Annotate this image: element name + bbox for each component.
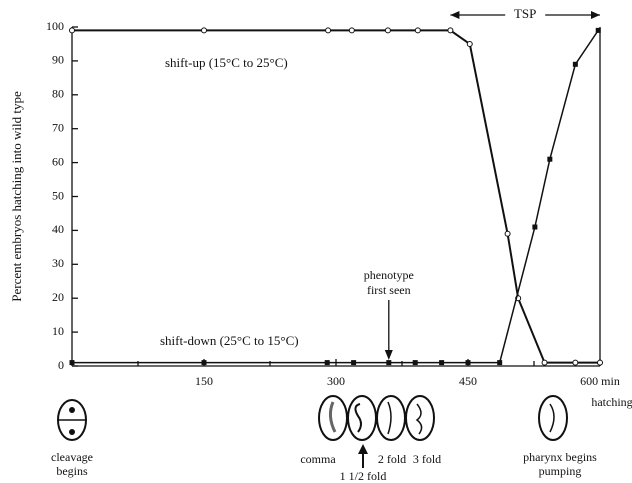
- y-tick-label: 20: [52, 290, 64, 304]
- series-label: shift-down (25°C to 15°C): [160, 333, 299, 348]
- tsp-label: TSP: [514, 6, 536, 21]
- tsp-bg: [505, 7, 546, 23]
- stage-label: 3 fold: [413, 452, 441, 466]
- stage-label: 1 1/2 fold: [340, 469, 387, 483]
- point: [547, 156, 553, 162]
- y-tick-label: 50: [52, 188, 64, 202]
- point: [325, 27, 332, 34]
- stage-label: hatching: [591, 395, 632, 409]
- y-tick-label: 80: [52, 87, 64, 101]
- y-tick-label: 0: [58, 358, 64, 372]
- series-label: shift-up (15°C to 25°C): [165, 55, 288, 70]
- point: [532, 224, 538, 230]
- y-axis-label: Percent embryos hatching into wild type: [9, 91, 24, 302]
- point: [351, 360, 357, 366]
- stage-label: comma: [300, 452, 336, 466]
- point: [384, 27, 391, 34]
- y-tick-label: 10: [52, 324, 64, 338]
- point: [412, 360, 418, 366]
- series-line: [72, 29, 599, 364]
- point: [201, 360, 207, 366]
- point: [504, 230, 511, 237]
- x-tick-label: 600 min: [580, 374, 620, 388]
- arrow-head: [591, 11, 600, 19]
- stage-label: pumping: [539, 464, 582, 478]
- y-tick-label: 70: [52, 120, 64, 134]
- x-tick-label: 450: [459, 374, 477, 388]
- point: [386, 360, 392, 366]
- point: [348, 27, 355, 34]
- point: [69, 27, 75, 34]
- y-tick-label: 30: [52, 256, 64, 270]
- point: [201, 27, 207, 34]
- point: [595, 27, 601, 33]
- point: [572, 359, 579, 366]
- point: [497, 360, 503, 366]
- annotation: first seen: [367, 283, 411, 297]
- point: [324, 360, 330, 366]
- y-tick-label: 100: [46, 19, 64, 33]
- embryo-drawings: [57, 395, 568, 468]
- x-tick-label: 300: [327, 374, 345, 388]
- y-tick-label: 90: [52, 53, 64, 67]
- point: [69, 360, 75, 366]
- arrow-head: [450, 11, 460, 19]
- point: [447, 27, 454, 34]
- y-tick-label: 40: [52, 222, 64, 236]
- point: [572, 61, 578, 67]
- series-line: [72, 29, 600, 364]
- point: [597, 359, 603, 366]
- stage-label: begins: [56, 464, 88, 478]
- annotation: phenotype: [364, 268, 414, 282]
- point: [466, 40, 473, 47]
- point: [439, 360, 445, 366]
- arrow-head: [384, 350, 393, 360]
- stage-label: 2 fold: [378, 452, 406, 466]
- stage-label: cleavage: [51, 450, 93, 464]
- point: [465, 360, 471, 366]
- point: [414, 27, 421, 34]
- point: [541, 359, 548, 366]
- x-tick-label: 150: [195, 374, 213, 388]
- stage-label: pharynx begins: [523, 450, 597, 464]
- y-tick-label: 60: [52, 154, 64, 168]
